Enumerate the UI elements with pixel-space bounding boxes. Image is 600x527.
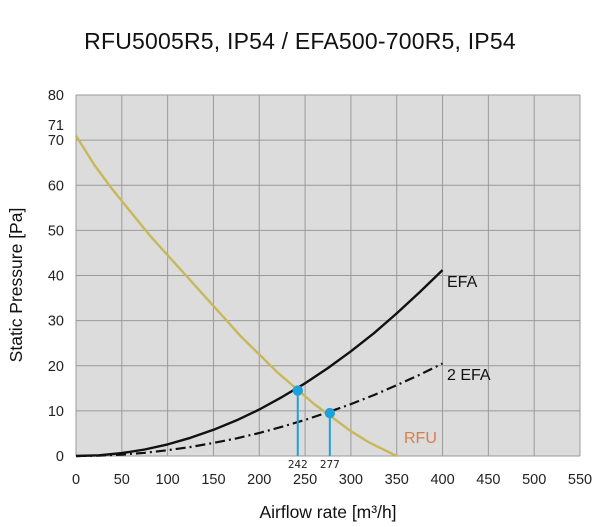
grid [75, 94, 581, 457]
operating-point-marker [324, 407, 336, 419]
x-tick-label: 550 [568, 472, 592, 488]
operating-point-label: 242 [288, 458, 308, 471]
y-tick-label: 80 [48, 88, 64, 104]
y-tick-label: 50 [48, 223, 64, 239]
x-tick-label: 50 [114, 472, 130, 488]
x-tick-label: 500 [522, 472, 546, 488]
operating-point-marker [292, 385, 303, 396]
x-tick-label: 200 [247, 472, 271, 488]
x-tick-label: 450 [476, 472, 500, 488]
x-tick-labels: 0 50 100 150 200 250 300 350 400 450 500 550 [72, 472, 592, 488]
series-lines [74, 134, 444, 458]
x-tick-label: 300 [339, 472, 363, 488]
series-line-2-efa [75, 362, 443, 458]
y-axis-label: Static Pressure [Pa] [6, 208, 26, 363]
y-tick-label: 40 [48, 269, 64, 285]
x-tick-label: 0 [72, 472, 80, 488]
y-tick-label: 20 [48, 359, 64, 375]
series-line-rfu [74, 134, 398, 458]
operating-point-label: 277 [320, 458, 340, 471]
y-tick-label: 0 [56, 449, 64, 465]
series-label-2-efa: 2 EFA [447, 367, 491, 384]
y-tick-label: 60 [48, 178, 64, 194]
series-labels: RFU EFA 2 EFA [404, 274, 491, 447]
x-tick-label: 250 [293, 472, 317, 488]
y-extra-label: 71 [48, 118, 64, 134]
y-tick-label: 10 [48, 404, 64, 420]
series-line-efa [75, 269, 444, 458]
series-label-rfu: RFU [404, 430, 437, 447]
x-axis-label: Airflow rate [m³/h] [259, 502, 396, 522]
chart-title: RFU5005R5, IP54 / EFA500-700R5, IP54 [84, 28, 516, 54]
y-tick-labels: 0 10 20 30 40 50 60 70 80 71 [48, 88, 64, 465]
x-tick-label: 350 [385, 472, 409, 488]
operating-points: 242 277 [288, 385, 340, 471]
series-label-efa: EFA [447, 274, 478, 291]
x-tick-label: 150 [201, 472, 225, 488]
y-tick-label: 70 [48, 133, 64, 149]
x-tick-label: 400 [430, 472, 454, 488]
x-tick-label: 100 [156, 472, 180, 488]
y-tick-label: 30 [48, 314, 64, 330]
